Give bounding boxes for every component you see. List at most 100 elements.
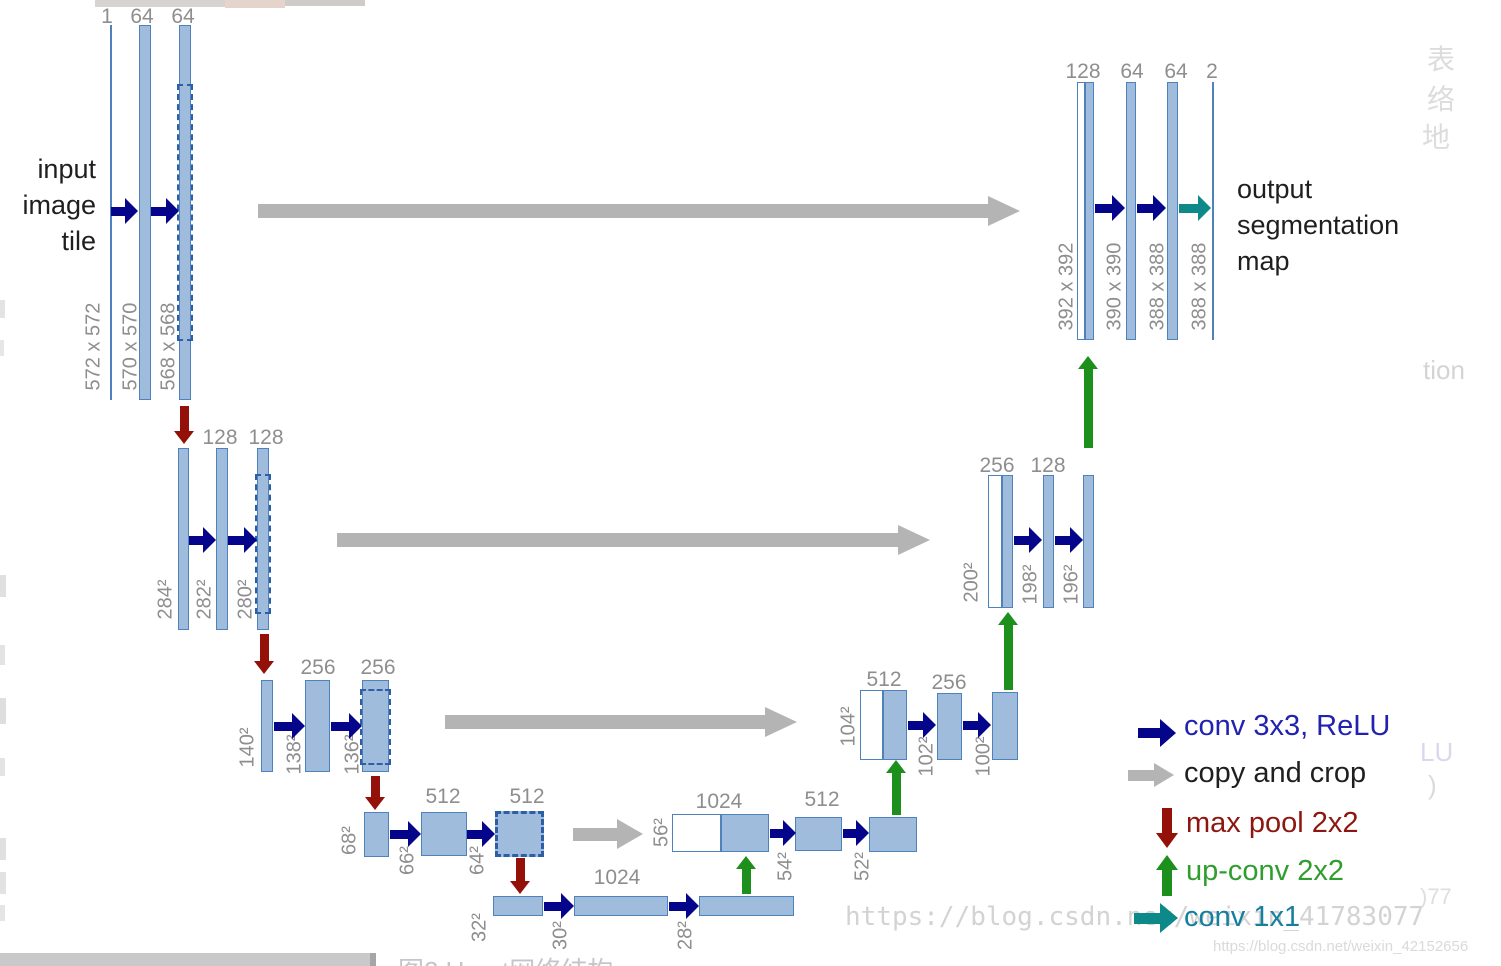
background-artifact bbox=[0, 340, 4, 356]
box-66 bbox=[421, 812, 467, 856]
conv3x3-arrow bbox=[1055, 527, 1083, 553]
legend-up-conv-arrow bbox=[1156, 855, 1178, 896]
arrow-head bbox=[923, 712, 936, 738]
channel-count-label: 128 bbox=[248, 426, 284, 449]
box-68 bbox=[364, 812, 389, 857]
arrow-head bbox=[166, 198, 179, 224]
input-image-tile-label: input image tile bbox=[0, 151, 96, 259]
arrow-body bbox=[544, 901, 562, 911]
arrow-head bbox=[886, 760, 906, 773]
arrow-head bbox=[1160, 719, 1176, 747]
bar-200 bbox=[1002, 475, 1013, 608]
channel-count-label: 512 bbox=[425, 785, 461, 808]
channel-count-label: 256 bbox=[979, 454, 1015, 477]
arrow-body bbox=[370, 776, 380, 797]
white-392 bbox=[1077, 82, 1085, 340]
max-pool-arrow bbox=[510, 858, 530, 894]
channel-count-label: 256 bbox=[300, 656, 336, 679]
background-artifact bbox=[95, 0, 225, 7]
bar-390 bbox=[1126, 82, 1136, 340]
arrow-body bbox=[337, 533, 899, 547]
arrow-head bbox=[988, 196, 1020, 226]
legend-conv1x1-label: conv 1x1 bbox=[1184, 901, 1301, 933]
dimension-label: 570 x 570 bbox=[119, 302, 142, 391]
channel-count-label: 256 bbox=[931, 671, 967, 694]
box-30 bbox=[574, 896, 668, 916]
arrow-body bbox=[963, 720, 979, 730]
bar-392 bbox=[1085, 82, 1094, 340]
arrow-head bbox=[203, 527, 216, 553]
arrow-body bbox=[1162, 808, 1172, 833]
arrow-head bbox=[244, 527, 257, 553]
background-artifact bbox=[0, 698, 6, 724]
arrow-body bbox=[1128, 769, 1155, 781]
dimension-label: 284² bbox=[154, 579, 177, 620]
arrow-head bbox=[765, 707, 797, 737]
channel-count-label: 512 bbox=[509, 785, 545, 808]
dimension-label: 200² bbox=[960, 562, 983, 603]
box-100 bbox=[992, 692, 1018, 760]
legend-up-conv-label: up-conv 2x2 bbox=[1186, 855, 1344, 887]
arrow-head bbox=[292, 713, 305, 739]
conv3x3-arrow bbox=[189, 527, 216, 553]
conv3x3-arrow bbox=[669, 893, 699, 919]
conv3x3-arrow bbox=[151, 198, 179, 224]
channel-count-label: 128 bbox=[1065, 60, 1101, 83]
arrow-head bbox=[1160, 903, 1178, 933]
output-label-line: output bbox=[1237, 174, 1313, 204]
figure-caption-clipped: 图2 U-net网络结构 bbox=[398, 951, 613, 966]
arrow-head bbox=[978, 712, 991, 738]
watermark-fragment: ) bbox=[1428, 770, 1437, 800]
watermark-fragment: )77 bbox=[1420, 884, 1452, 909]
legend-conv3x3-label: conv 3x3, ReLU bbox=[1184, 710, 1391, 742]
arrow-body bbox=[259, 634, 269, 661]
arrow-head bbox=[510, 881, 530, 894]
dimension-label: 28² bbox=[674, 921, 697, 950]
legend-copy-crop-label: copy and crop bbox=[1184, 757, 1367, 789]
dimension-label: 66² bbox=[396, 846, 419, 875]
arrow-body bbox=[390, 829, 409, 839]
arrow-body bbox=[1179, 203, 1199, 213]
dimension-label: 282² bbox=[193, 579, 216, 620]
arrow-body bbox=[1137, 203, 1154, 213]
input-label-line: image bbox=[22, 190, 96, 220]
arrow-head bbox=[1156, 855, 1178, 870]
legend-conv1x1-arrow bbox=[1134, 903, 1178, 933]
box-52 bbox=[869, 817, 917, 852]
arrow-body bbox=[1003, 625, 1013, 690]
box-102 bbox=[937, 693, 962, 760]
conv3x3-arrow bbox=[963, 712, 991, 738]
arrow-head bbox=[254, 661, 274, 674]
arrow-head bbox=[686, 893, 699, 919]
copy-crop-arrow bbox=[337, 525, 930, 555]
background-artifact bbox=[0, 575, 6, 597]
arrow-body bbox=[1014, 535, 1030, 545]
box-64 bbox=[495, 811, 544, 857]
conv3x3-arrow bbox=[544, 893, 574, 919]
arrow-body bbox=[891, 773, 901, 815]
copy-crop-arrow bbox=[258, 196, 1020, 226]
conv3x3-arrow bbox=[228, 527, 257, 553]
white-200 bbox=[988, 475, 1002, 608]
channel-count-label: 512 bbox=[866, 668, 902, 691]
conv3x3-arrow bbox=[770, 820, 796, 846]
channel-count-label: 1 bbox=[101, 5, 113, 28]
bar-198 bbox=[1043, 475, 1054, 608]
dimension-label: 104² bbox=[837, 706, 860, 747]
arrow-body bbox=[1138, 728, 1161, 738]
input-label-line: tile bbox=[61, 226, 96, 256]
arrow-body bbox=[515, 858, 525, 881]
arrow-head bbox=[1198, 195, 1211, 221]
conv1x1-arrow bbox=[1179, 195, 1211, 221]
watermark-fragment: LU bbox=[1420, 737, 1454, 767]
bar-568x568 bbox=[177, 25, 193, 400]
legend-copy-crop-arrow bbox=[1128, 763, 1174, 787]
watermark-fragment: 络 bbox=[1427, 84, 1456, 115]
bar-136 bbox=[360, 680, 391, 772]
white-56 bbox=[672, 814, 721, 852]
arrow-head bbox=[1154, 763, 1174, 787]
arrow-head bbox=[408, 821, 421, 847]
arrow-body bbox=[258, 204, 989, 218]
background-artifact bbox=[0, 758, 5, 776]
